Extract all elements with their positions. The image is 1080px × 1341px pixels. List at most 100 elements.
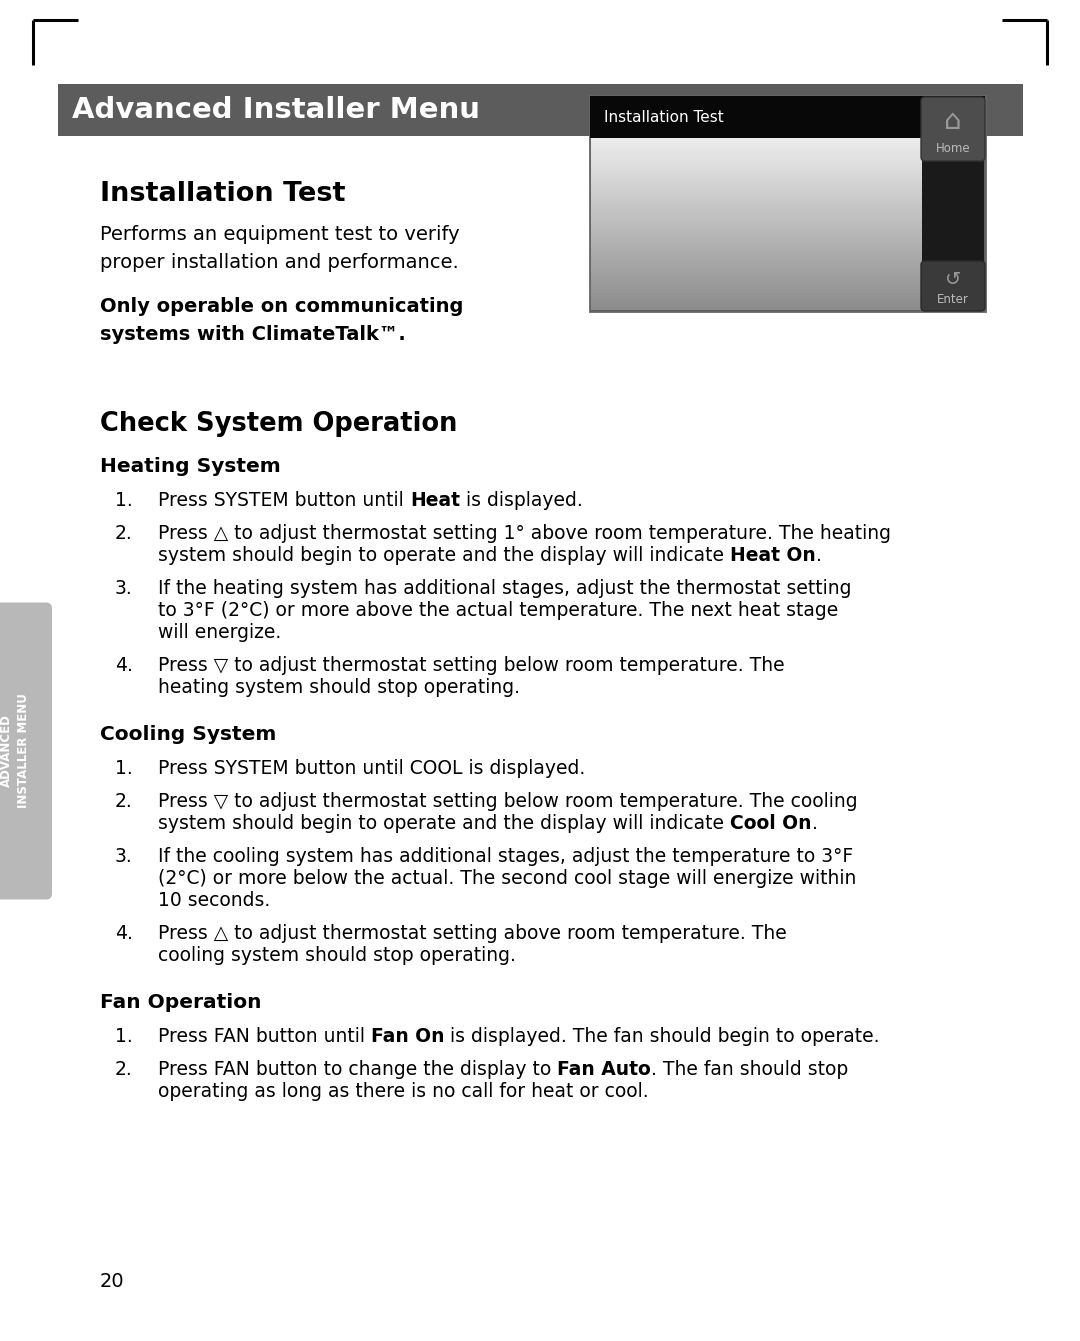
Bar [591,279,922,283]
Text: Performs an equipment test to verify
proper installation and performance.: Performs an equipment test to verify pro… [100,225,460,272]
Text: 20: 20 [100,1273,124,1291]
Text: 3.: 3. [114,579,133,598]
Text: Fan Operation: Fan Operation [100,992,261,1012]
Bar [591,286,922,290]
Text: heating system should stop operating.: heating system should stop operating. [158,679,519,697]
Bar [591,275,922,279]
Text: operating as long as there is no call for heat or cool.: operating as long as there is no call fo… [158,1082,649,1101]
Text: Press ▽ to adjust thermostat setting below room temperature. The: Press ▽ to adjust thermostat setting bel… [158,656,785,675]
FancyBboxPatch shape [0,602,52,900]
Bar [591,173,922,177]
Text: Cooling System: Cooling System [100,725,276,744]
Text: (2°C) or more below the actual. The second cool stage will energize within: (2°C) or more below the actual. The seco… [158,869,856,888]
Bar [591,272,922,276]
Text: . The fan should stop: . The fan should stop [651,1059,848,1080]
Bar [591,189,922,193]
Text: Fan On: Fan On [372,1027,445,1046]
Text: ⌂: ⌂ [944,107,962,135]
Bar [591,213,922,217]
Bar [591,186,922,190]
Bar [591,149,922,153]
Bar [591,255,922,259]
Bar [591,158,922,164]
FancyBboxPatch shape [921,97,985,161]
Text: 1.: 1. [114,759,133,778]
Bar [591,268,922,272]
Bar [591,248,922,252]
Bar [591,288,922,292]
Bar [590,97,985,311]
Text: ↺: ↺ [945,270,961,288]
Text: Press SYSTEM button until COOL is displayed.: Press SYSTEM button until COOL is displa… [158,759,585,778]
Bar [591,292,922,296]
Text: Press FAN button until: Press FAN button until [158,1027,372,1046]
Text: Heating System: Heating System [100,457,281,476]
Text: system should begin to operate and the display will indicate: system should begin to operate and the d… [158,814,730,833]
Text: will energize.: will energize. [158,624,281,642]
Bar [591,299,922,303]
Bar [591,233,922,239]
Bar [591,142,922,146]
Text: Heat On: Heat On [730,546,815,565]
Text: Enter: Enter [937,292,969,306]
Text: Press ▽ to adjust thermostat setting below room temperature. The cooling: Press ▽ to adjust thermostat setting bel… [158,793,858,811]
Text: Press △ to adjust thermostat setting above room temperature. The: Press △ to adjust thermostat setting abo… [158,924,786,943]
Text: Press FAN button to change the display to: Press FAN button to change the display t… [158,1059,557,1080]
Text: Only operable on communicating
systems with ClimateTalk™.: Only operable on communicating systems w… [100,296,463,345]
Text: 4.: 4. [114,656,133,675]
Text: .: . [815,546,822,565]
Bar [591,241,922,245]
Text: 1.: 1. [114,1027,133,1046]
Bar [591,165,922,170]
Bar [591,261,922,266]
Bar [591,302,922,307]
Bar [591,138,922,142]
Bar [591,145,922,149]
Bar [591,169,922,173]
Text: Cool On: Cool On [730,814,811,833]
Bar [591,295,922,300]
Text: is displayed.: is displayed. [460,491,582,510]
Bar [591,156,922,160]
Bar [591,152,922,156]
Text: Heat: Heat [409,491,460,510]
Text: 2.: 2. [114,793,133,811]
Bar [591,204,922,208]
Bar [591,182,922,186]
Text: Press △ to adjust thermostat setting 1° above room temperature. The heating: Press △ to adjust thermostat setting 1° … [158,524,891,543]
Text: Installation Test: Installation Test [604,110,724,125]
Bar [591,237,922,241]
Text: cooling system should stop operating.: cooling system should stop operating. [158,945,516,966]
Bar [591,282,922,286]
Text: 1.: 1. [114,491,133,510]
Bar [591,224,922,228]
Text: Installation Test: Installation Test [100,181,346,207]
Bar [591,180,922,184]
Bar [591,220,922,224]
Text: system should begin to operate and the display will indicate: system should begin to operate and the d… [158,546,730,565]
Bar [591,196,922,201]
Bar [591,207,922,211]
Text: Fan Auto: Fan Auto [557,1059,651,1080]
Text: 4.: 4. [114,924,133,943]
Text: Check System Operation: Check System Operation [100,410,457,437]
Bar [591,306,922,310]
Text: .: . [811,814,818,833]
Bar [591,217,922,221]
Bar [591,162,922,166]
Text: is displayed. The fan should begin to operate.: is displayed. The fan should begin to op… [445,1027,880,1046]
Bar [591,251,922,255]
Bar [591,264,922,270]
Bar [590,97,985,138]
Bar [591,257,922,261]
Text: 3.: 3. [114,848,133,866]
Bar [591,193,922,197]
FancyBboxPatch shape [921,261,985,311]
Bar [58,84,1023,135]
Text: Press SYSTEM button until: Press SYSTEM button until [158,491,409,510]
Text: If the cooling system has additional stages, adjust the temperature to 3°F: If the cooling system has additional sta… [158,848,853,866]
Text: Home: Home [935,142,970,154]
Bar [591,211,922,215]
Text: 2.: 2. [114,524,133,543]
Text: ADVANCED
INSTALLER MENU: ADVANCED INSTALLER MENU [0,693,30,809]
